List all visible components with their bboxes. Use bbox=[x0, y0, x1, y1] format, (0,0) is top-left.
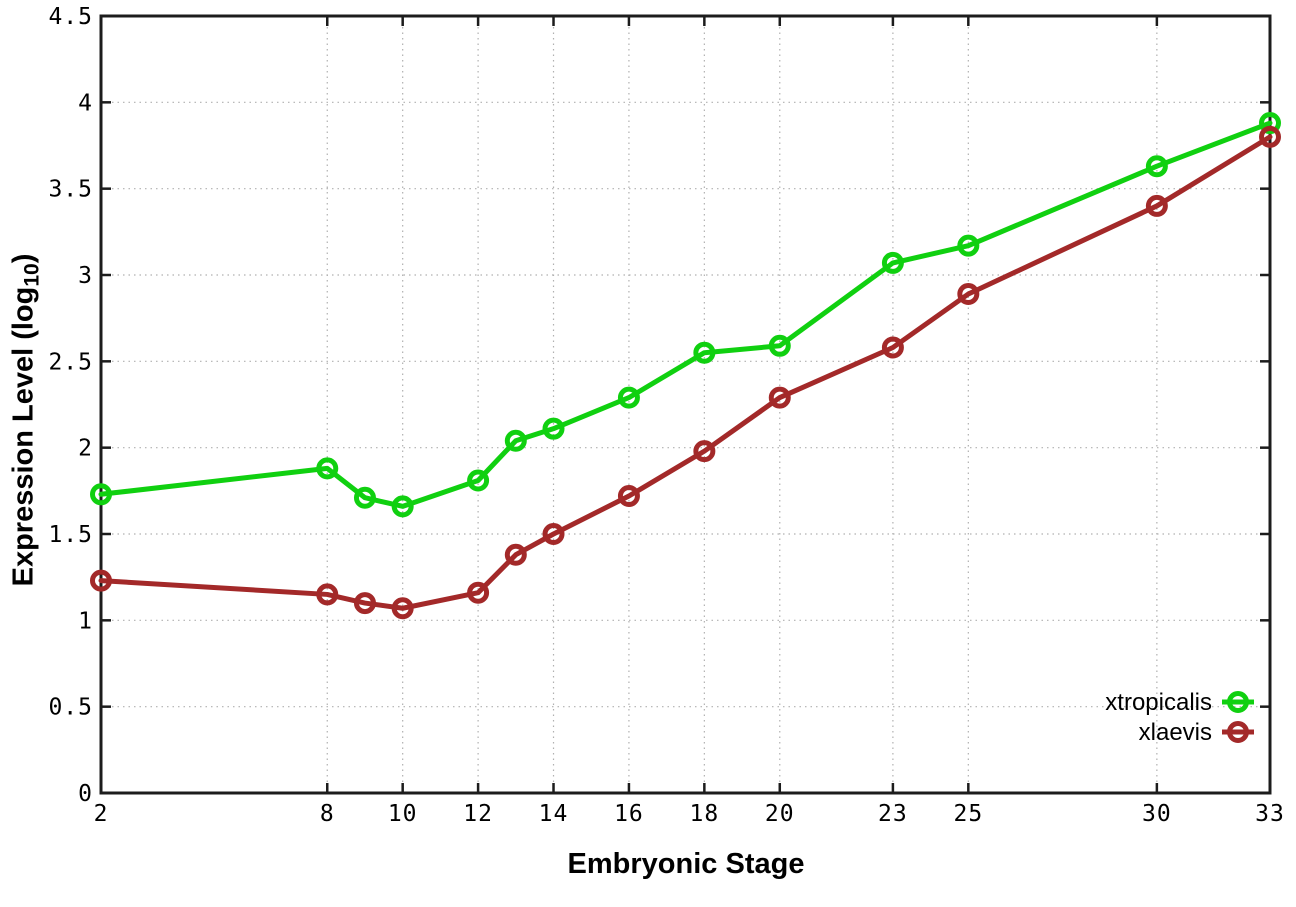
data-point-xlaevis bbox=[1145, 194, 1168, 217]
x-tick-label: 10 bbox=[388, 801, 418, 827]
x-tick-label: 25 bbox=[953, 801, 983, 827]
data-point-xlaevis bbox=[316, 583, 339, 606]
data-point-xtropicalis bbox=[391, 495, 414, 518]
data-point-xtropicalis bbox=[881, 251, 904, 274]
x-tick-label: 8 bbox=[320, 801, 335, 827]
data-point-xtropicalis bbox=[617, 386, 640, 409]
data-point-xtropicalis bbox=[957, 234, 980, 257]
y-tick-label: 2.5 bbox=[48, 349, 93, 375]
y-tick-label: 0.5 bbox=[48, 695, 93, 721]
data-point-xtropicalis bbox=[353, 486, 376, 509]
data-point-xtropicalis bbox=[693, 341, 716, 364]
data-point-xtropicalis bbox=[1259, 112, 1281, 135]
data-point-xtropicalis bbox=[542, 417, 565, 440]
x-tick-label: 20 bbox=[765, 801, 795, 827]
legend-marker-xlaevis bbox=[1227, 721, 1249, 743]
data-point-xlaevis bbox=[353, 592, 376, 615]
data-point-xtropicalis bbox=[316, 457, 339, 480]
data-point-xlaevis bbox=[504, 543, 527, 566]
y-tick-label: 4.5 bbox=[48, 4, 93, 30]
y-axis-label-text: Expression Level (log bbox=[7, 286, 40, 587]
series-line-xtropicalis bbox=[98, 120, 1273, 509]
legend-marker-xtropicalis bbox=[1227, 691, 1249, 713]
x-tick-label: 2 bbox=[94, 801, 109, 827]
x-tick-label: 16 bbox=[614, 801, 644, 827]
data-point-xlaevis bbox=[1259, 125, 1281, 148]
y-axis-label-suffix: ) bbox=[7, 253, 40, 264]
data-point-xtropicalis bbox=[1145, 155, 1168, 178]
data-point-xlaevis bbox=[90, 569, 112, 592]
data-point-xlaevis bbox=[881, 336, 904, 359]
x-tick-label: 12 bbox=[463, 801, 493, 827]
x-tick-label: 14 bbox=[539, 801, 569, 827]
data-point-xtropicalis bbox=[504, 429, 527, 452]
y-tick-label: 3 bbox=[78, 263, 93, 289]
data-point-xtropicalis bbox=[467, 469, 490, 492]
data-point-xlaevis bbox=[542, 523, 565, 545]
legend-label-xtropicalis: xtropicalis bbox=[1105, 689, 1212, 716]
data-point-xtropicalis bbox=[768, 334, 791, 357]
y-axis-label: Expression Level (log10) bbox=[8, 254, 45, 587]
y-tick-label: 3.5 bbox=[48, 177, 93, 203]
data-point-xtropicalis bbox=[90, 483, 112, 506]
data-point-xlaevis bbox=[768, 386, 791, 409]
data-point-xlaevis bbox=[467, 581, 490, 604]
y-tick-label: 2 bbox=[78, 436, 93, 462]
x-tick-label: 33 bbox=[1255, 801, 1285, 827]
data-point-xlaevis bbox=[617, 485, 640, 508]
x-axis-label: Embryonic Stage bbox=[567, 848, 805, 880]
plot-border bbox=[99, 14, 1272, 795]
x-tick-label: 18 bbox=[690, 801, 720, 827]
y-tick-label: 1.5 bbox=[48, 522, 93, 548]
x-tick-label: 30 bbox=[1142, 801, 1172, 827]
y-tick-label: 1 bbox=[78, 608, 93, 634]
data-point-xlaevis bbox=[693, 440, 716, 463]
series-line-xlaevis bbox=[98, 134, 1273, 611]
y-tick-label: 0 bbox=[78, 781, 93, 807]
x-tick-label: 23 bbox=[878, 801, 908, 827]
y-axis-label-subscript: 10 bbox=[20, 263, 44, 287]
y-tick-label: 4 bbox=[78, 90, 93, 116]
data-point-xlaevis bbox=[391, 597, 414, 620]
legend-label-xlaevis: xlaevis bbox=[1139, 719, 1212, 746]
data-point-xlaevis bbox=[957, 282, 980, 305]
